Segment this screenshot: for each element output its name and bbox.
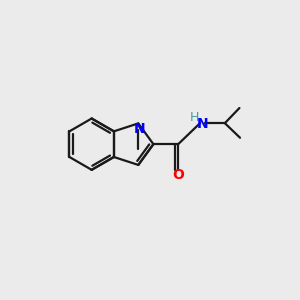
Text: N: N [196,117,208,131]
Text: H: H [190,111,200,124]
Text: O: O [172,168,184,182]
Text: N: N [134,122,146,136]
